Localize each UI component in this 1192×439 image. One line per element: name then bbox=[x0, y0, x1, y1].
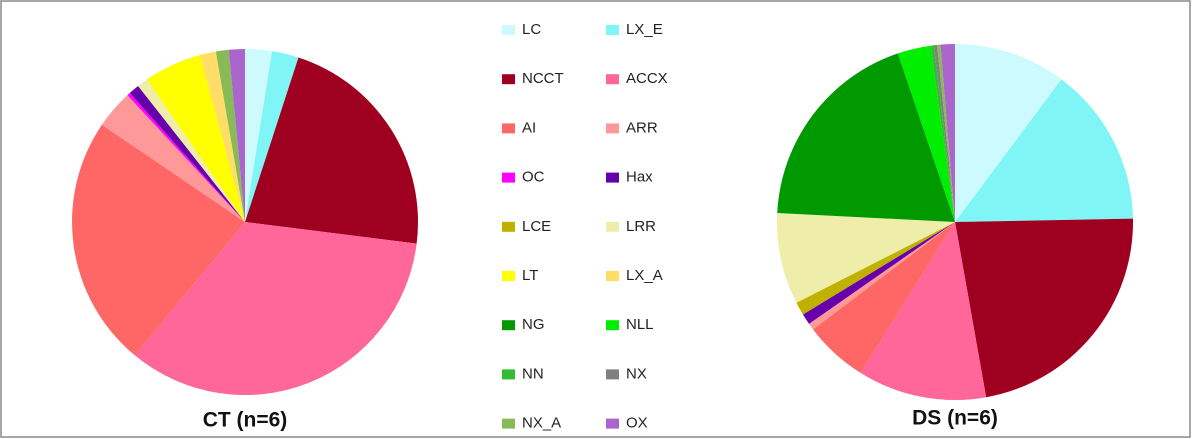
legend-swatch bbox=[606, 123, 619, 134]
legend-label: LCE bbox=[522, 218, 551, 235]
legend-swatch bbox=[606, 320, 619, 331]
pie-slice bbox=[245, 57, 418, 244]
legend-swatch bbox=[502, 369, 515, 380]
legend-label: NN bbox=[522, 365, 544, 382]
pie-slice bbox=[134, 222, 417, 395]
pie-slice bbox=[802, 222, 955, 324]
legend-swatch bbox=[502, 74, 515, 85]
legend-label: Hax bbox=[626, 169, 653, 186]
pie-slice bbox=[129, 85, 245, 222]
pie-slice bbox=[228, 49, 245, 222]
pie-slice bbox=[809, 222, 955, 330]
legend-label: NX bbox=[626, 365, 647, 382]
legend-swatch bbox=[606, 25, 619, 35]
pie-slice bbox=[933, 44, 955, 223]
legend-swatch bbox=[502, 320, 515, 331]
pie-slice bbox=[127, 92, 245, 222]
legend-swatch bbox=[502, 271, 515, 281]
legend-label: NX_A bbox=[522, 415, 561, 432]
pie-slice bbox=[897, 45, 955, 223]
legend-label: NLL bbox=[626, 316, 654, 333]
legend-label: ARR bbox=[626, 119, 658, 136]
pie-slice bbox=[796, 222, 955, 315]
pie-slice bbox=[777, 53, 955, 222]
pie-slice bbox=[937, 44, 955, 223]
legend-swatch bbox=[502, 418, 515, 429]
legend-swatch bbox=[606, 172, 619, 183]
legend-swatch bbox=[606, 369, 619, 380]
legend-label: LT bbox=[522, 267, 538, 284]
legend-swatch bbox=[502, 123, 515, 134]
legend-swatch bbox=[502, 221, 515, 232]
legend-label: LX_E bbox=[626, 21, 663, 38]
pie-slice bbox=[101, 95, 245, 222]
legend-label: AI bbox=[522, 119, 536, 136]
pie-slice bbox=[955, 44, 1062, 222]
pie-slice bbox=[245, 49, 273, 222]
legend-label: LRR bbox=[626, 218, 656, 235]
legend-label: NG bbox=[522, 316, 545, 333]
legend-label: ACCX bbox=[626, 70, 668, 87]
pie-title: CT (n=6) bbox=[203, 409, 288, 432]
legend-label: LC bbox=[522, 21, 541, 38]
legend-swatch bbox=[606, 271, 619, 281]
pie-slice bbox=[955, 218, 1133, 398]
pie-slice bbox=[146, 54, 245, 222]
pie-slice bbox=[215, 49, 245, 223]
legend-label: OX bbox=[626, 415, 648, 432]
pie-slice bbox=[245, 51, 299, 223]
legend-swatch bbox=[606, 221, 619, 232]
pie-slice bbox=[777, 213, 955, 303]
pie-slice bbox=[812, 222, 955, 373]
pie-title: DS (n=6) bbox=[912, 407, 998, 430]
legend-swatch bbox=[606, 418, 619, 429]
legend-swatch bbox=[606, 74, 619, 85]
legend-label: LX_A bbox=[626, 267, 663, 284]
pie-slice bbox=[71, 124, 245, 356]
pie-slice bbox=[940, 44, 955, 222]
pie-slice bbox=[860, 222, 987, 400]
pie-slice bbox=[199, 51, 245, 222]
legend-label: NCCT bbox=[522, 70, 564, 87]
pie-slice bbox=[138, 79, 245, 222]
pie-slice bbox=[930, 45, 955, 223]
pie-slice bbox=[955, 79, 1133, 222]
legend-label: OC bbox=[522, 169, 545, 186]
legend-swatch bbox=[502, 172, 515, 183]
legend-swatch bbox=[502, 25, 515, 35]
